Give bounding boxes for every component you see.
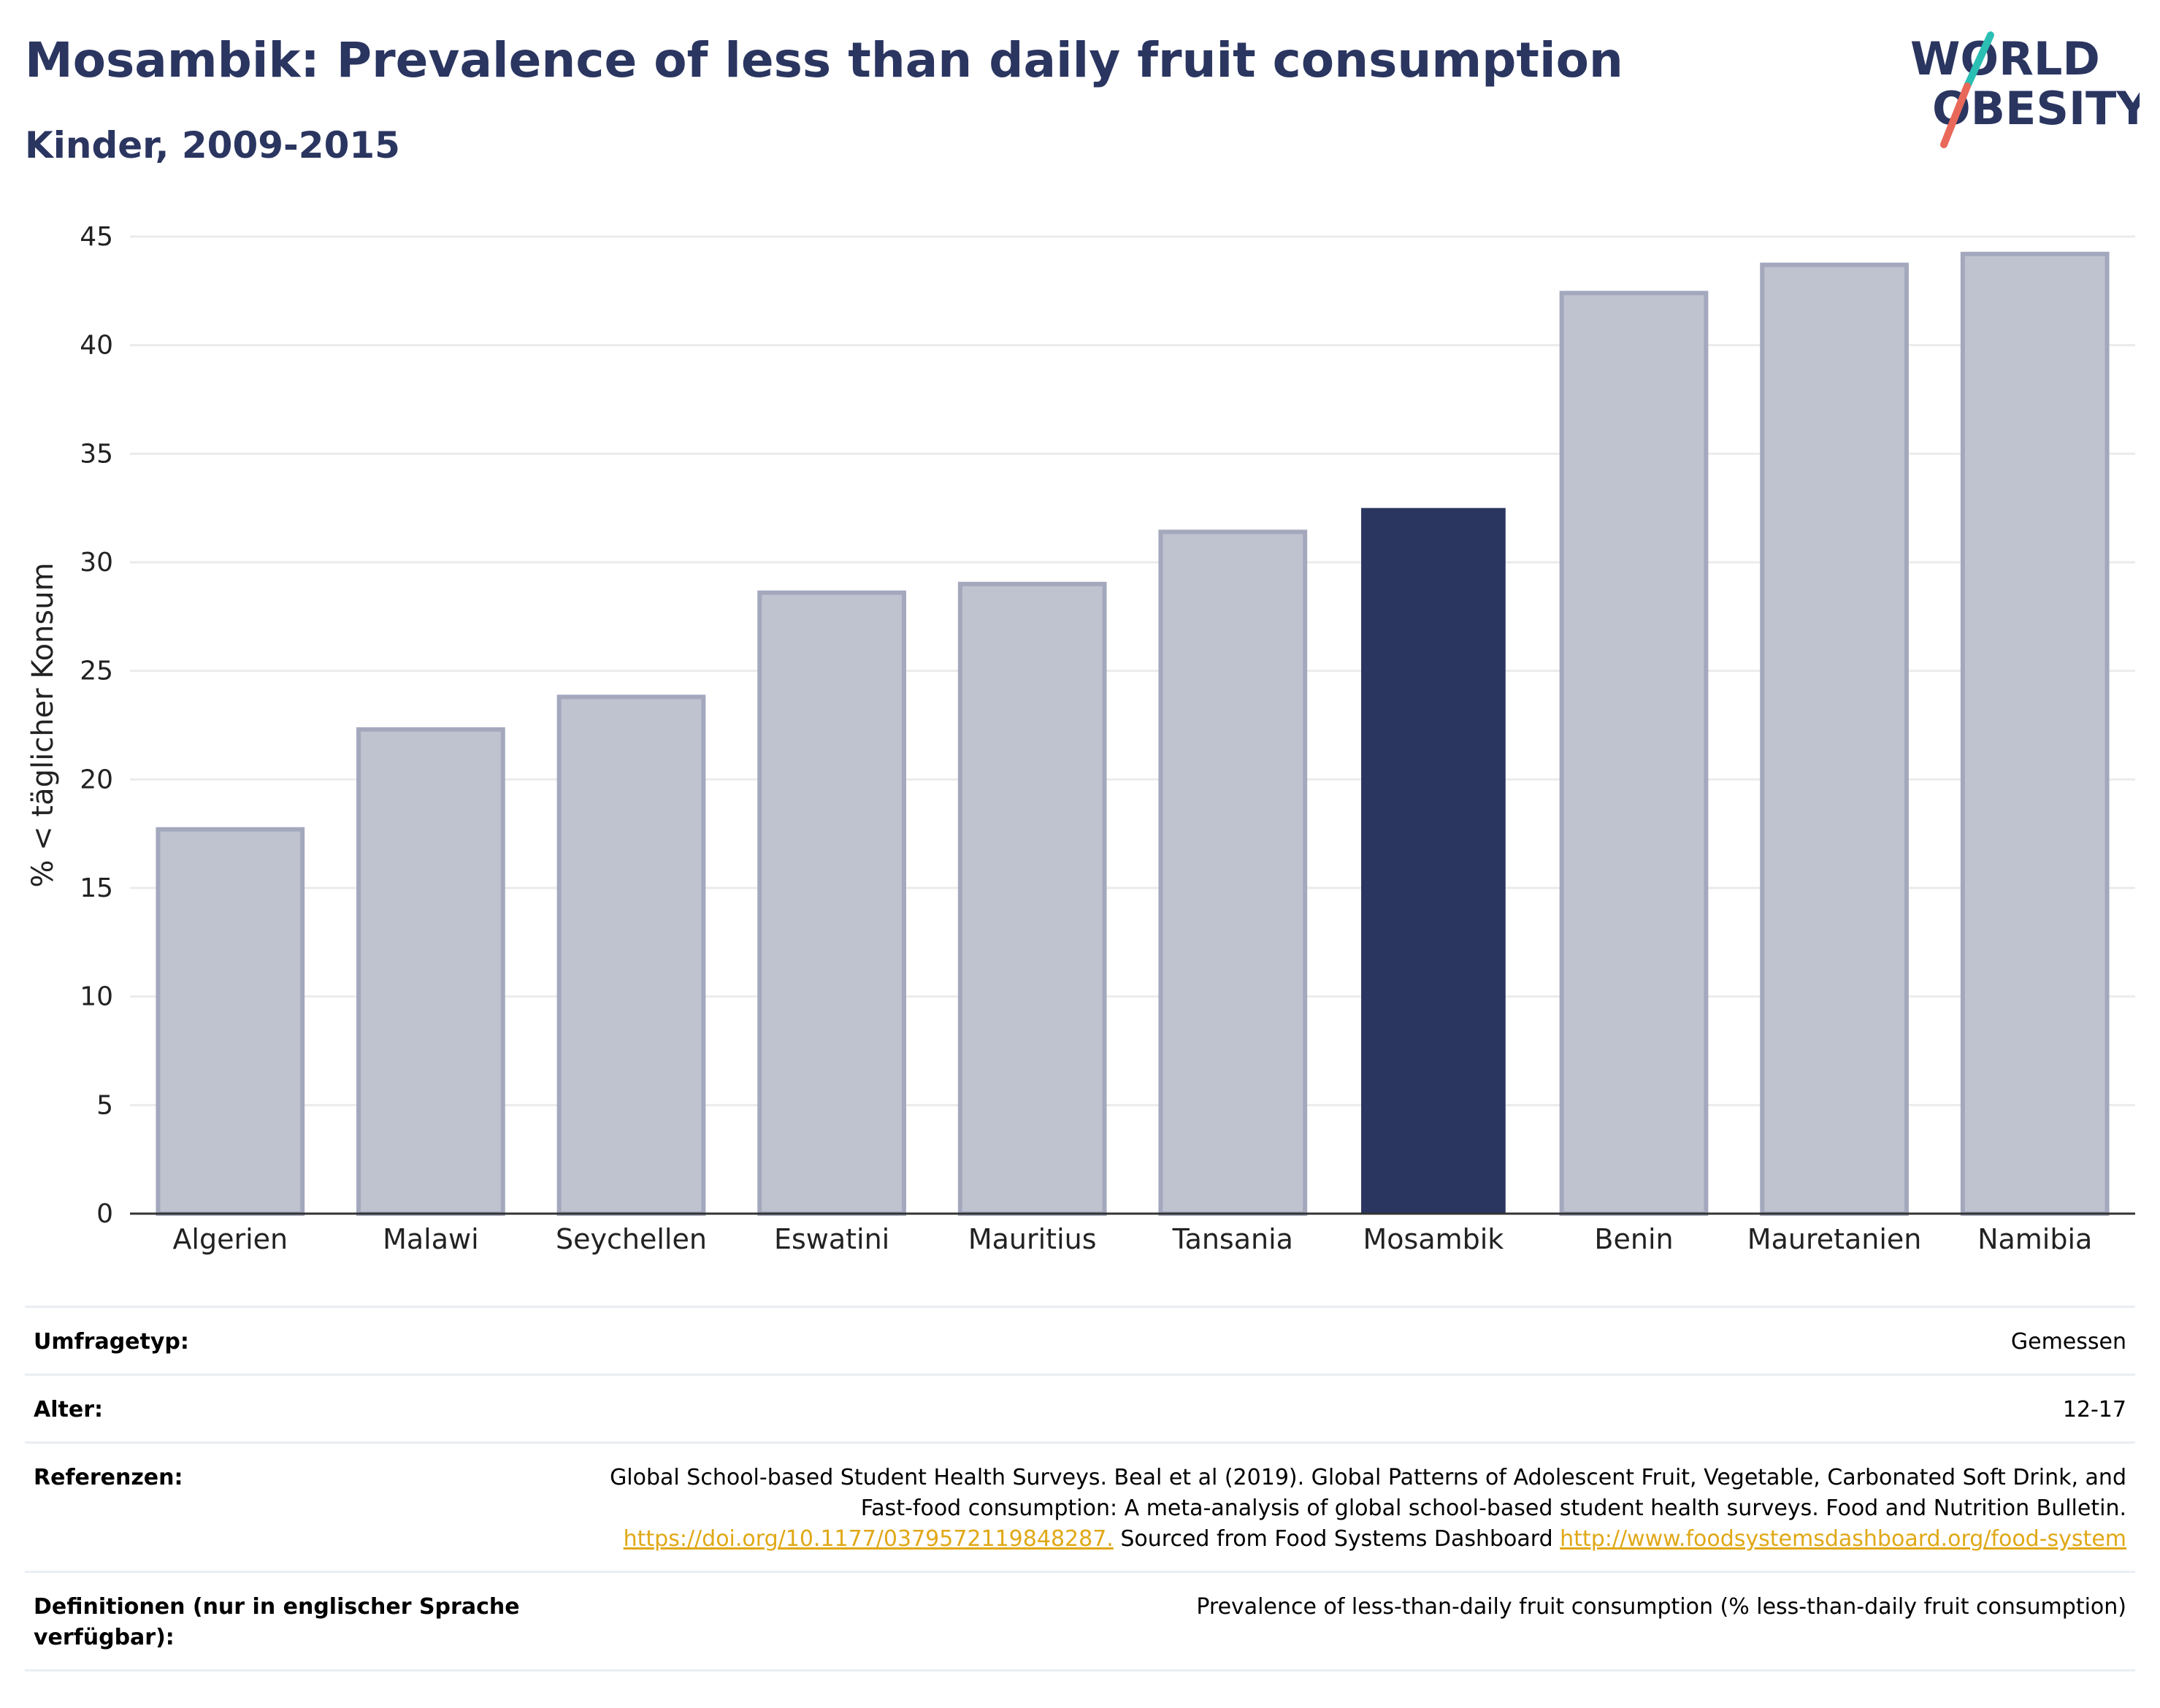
y-tick-label: 0 bbox=[96, 1199, 113, 1229]
axes: 0 5 10 15 20 25 30 35 40 45 Algerien Malawi Seychell… bbox=[26, 222, 2135, 1255]
y-tick-label: 5 bbox=[96, 1090, 113, 1120]
info-row-definitions: Definitionen (nur in englischer Sprache … bbox=[25, 1571, 2135, 1671]
bar-tansania[interactable] bbox=[1158, 529, 1308, 1216]
info-row-survey-type: Umfragetyp: Gemessen bbox=[25, 1306, 2135, 1374]
y-tick-label: 20 bbox=[80, 765, 113, 794]
info-row-references: Referenzen: Global School-based Student … bbox=[25, 1441, 2135, 1571]
x-tick-label: Mauretanien bbox=[1747, 1223, 1922, 1255]
references-text: Global School-based Student Health Surve… bbox=[610, 1465, 2126, 1521]
references-value: Global School-based Student Health Surve… bbox=[559, 1463, 2126, 1555]
x-tick-label: Seychellen bbox=[556, 1223, 707, 1255]
bar-benin[interactable] bbox=[1559, 291, 1709, 1217]
age-value: 12-17 bbox=[2062, 1397, 2126, 1422]
x-tick-label: Mauritius bbox=[968, 1223, 1097, 1255]
info-table: Umfragetyp: Gemessen Alter: 12-17 Refere… bbox=[25, 1306, 2135, 1671]
references-doi-link[interactable]: https://doi.org/10.1177/0379572119848287… bbox=[623, 1526, 1114, 1552]
references-label: Referenzen: bbox=[34, 1465, 183, 1490]
references-dashboard-link[interactable]: http://www.foodsystemsdashboard.org/food… bbox=[1560, 1526, 2126, 1552]
definitions-value: Prevalence of less-than-daily fruit cons… bbox=[1196, 1594, 2126, 1620]
references-mid-text: Sourced from Food Systems Dashboard bbox=[1113, 1526, 1560, 1552]
y-tick-label: 10 bbox=[80, 982, 113, 1012]
page-title: Mosambik: Prevalence of less than daily … bbox=[25, 32, 1623, 88]
y-tick-label: 25 bbox=[80, 656, 113, 686]
survey-type-label: Umfragetyp: bbox=[34, 1329, 189, 1355]
x-tick-label: Algerien bbox=[172, 1223, 288, 1255]
y-tick-label: 15 bbox=[80, 873, 113, 903]
x-tick-label: Benin bbox=[1594, 1223, 1673, 1255]
bar-mosambik[interactable] bbox=[1361, 508, 1506, 1214]
logo-slash-bottom bbox=[1940, 83, 1971, 148]
bar-seychellen[interactable] bbox=[556, 694, 706, 1216]
definitions-label: Definitionen (nur in englischer Sprache … bbox=[34, 1594, 520, 1650]
x-tick-label: Eswatini bbox=[774, 1223, 889, 1255]
bar-mauretanien[interactable] bbox=[1760, 262, 1909, 1217]
bar-algerien[interactable] bbox=[156, 827, 305, 1216]
x-tick-label: Malawi bbox=[383, 1223, 479, 1255]
y-tick-label: 45 bbox=[80, 222, 113, 252]
y-tick-label: 35 bbox=[80, 439, 113, 469]
x-tick-label: Tansania bbox=[1172, 1223, 1293, 1255]
page-subtitle: Kinder, 2009-2015 bbox=[25, 124, 400, 166]
bars bbox=[156, 251, 2110, 1217]
bar-chart: 0 5 10 15 20 25 30 35 40 45 Algerien Malawi Seychell… bbox=[26, 222, 2135, 1255]
survey-type-value: Gemessen bbox=[2010, 1329, 2126, 1355]
bar-malawi[interactable] bbox=[356, 727, 505, 1216]
x-tick-label: Namibia bbox=[1977, 1223, 2092, 1255]
bar-mauritius[interactable] bbox=[957, 581, 1107, 1216]
logo-slash-top bbox=[1964, 31, 1994, 90]
y-tick-label: 40 bbox=[80, 331, 113, 361]
x-tick-label: Mosambik bbox=[1363, 1223, 1504, 1255]
world-obesity-logo: WORLD OBESITY bbox=[1910, 31, 2140, 148]
bar-eswatini[interactable] bbox=[757, 590, 906, 1216]
bar-namibia[interactable] bbox=[1960, 251, 2110, 1217]
age-label: Alter: bbox=[34, 1397, 103, 1422]
info-row-age: Alter: 12-17 bbox=[25, 1374, 2135, 1441]
y-tick-label: 30 bbox=[80, 548, 113, 578]
y-axis-title: % < täglicher Konsum bbox=[26, 562, 60, 887]
logo-line1: WORLD bbox=[1910, 32, 2100, 85]
